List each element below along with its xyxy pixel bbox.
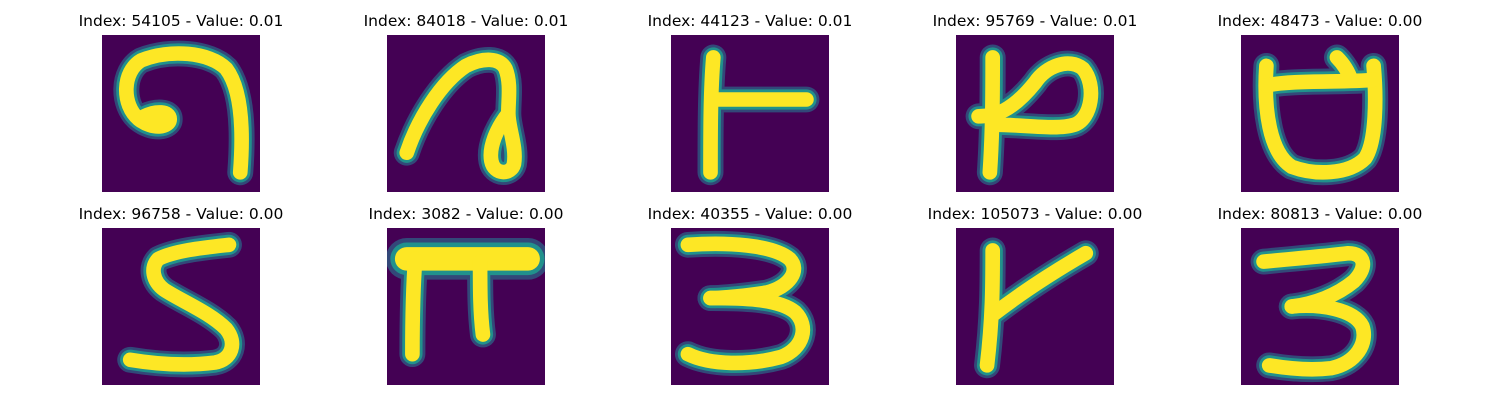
glyph-loop-stroke [393,46,528,185]
glyph-vertical-with-bar [697,44,820,186]
digit-image-4 [956,35,1114,192]
glyph-rounded-cup [1252,44,1389,186]
panel-title-1: Index: 54105 - Value: 0.01 [78,12,284,30]
panel-title-10: Index: 80813 - Value: 0.00 [1217,205,1423,223]
panel-title-4: Index: 95769 - Value: 0.01 [932,12,1138,30]
glyph-looped-hook [113,40,255,186]
panel-title-3: Index: 44123 - Value: 0.01 [647,12,853,30]
digit-image-3 [671,35,829,192]
panel-title-2: Index: 84018 - Value: 0.01 [363,12,569,30]
digit-image-10 [1241,228,1399,385]
digit-image-1 [102,35,260,192]
panel-title-8: Index: 40355 - Value: 0.00 [647,205,853,223]
digit-image-9 [956,228,1114,385]
digit-image-2 [387,35,545,192]
glyph-vertical-with-hook [965,44,1104,186]
glyph-pi [387,238,545,368]
panel-title-7: Index: 3082 - Value: 0.00 [368,205,564,223]
glyph-vertical-with-diagonal [974,237,1099,379]
glyph-three [674,230,816,376]
glyph-three [1250,240,1377,383]
panel-title-9: Index: 105073 - Value: 0.00 [927,205,1143,223]
glyph-five [117,231,245,378]
digit-image-5 [1241,35,1399,192]
digit-image-7 [387,228,545,385]
digit-image-6 [102,228,260,385]
panel-title-5: Index: 48473 - Value: 0.00 [1217,12,1423,30]
panel-title-6: Index: 96758 - Value: 0.00 [78,205,284,223]
digit-image-8 [671,228,829,385]
